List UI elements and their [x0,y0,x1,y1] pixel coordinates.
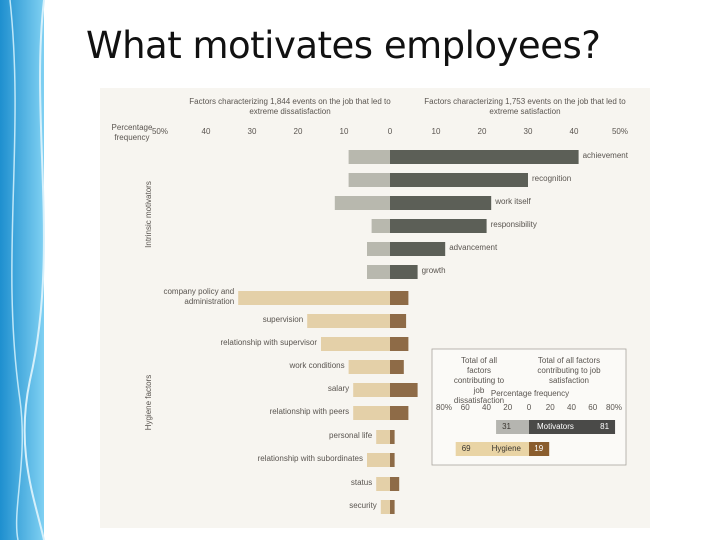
category-label: growth [422,266,446,275]
slide-title: What motivates employees? [86,24,601,67]
bar [390,383,418,397]
x-tick-label: 40 [570,127,579,136]
inset-left-header: Total of all factors contributing to job… [453,356,505,405]
bar [307,314,390,328]
category-label: relationship with peers [270,407,350,416]
bar [390,477,400,491]
inset-right-header: Total of all factors contributing to job… [537,356,601,385]
x-tick-label: 30 [248,127,257,136]
x-tick-label: 80% [606,403,622,412]
bar [529,442,550,456]
category-label: personal life [329,431,373,440]
x-tick-label: 80% [436,403,452,412]
x-tick-label: 0 [388,127,393,136]
side-wave [9,0,23,540]
axis-label: Percentage frequency [111,123,153,142]
bar [390,337,409,351]
bar [390,453,395,467]
bar [390,150,579,164]
bar [348,150,390,164]
bar [390,291,409,305]
value-label: 31 [502,422,511,431]
bar [367,453,390,467]
category-label: Hygiene [492,444,522,453]
bar [367,242,390,256]
x-tick-label: 10 [432,127,441,136]
bar [334,196,390,210]
bar [455,442,529,456]
bar [390,430,395,444]
x-tick-label: 20 [546,403,555,412]
category-label: relationship with subordinates [258,454,363,463]
bar [390,406,409,420]
bar [390,173,528,187]
x-tick-label: 40 [202,127,211,136]
x-tick-label: 60 [588,403,597,412]
bar [380,500,390,514]
category-label: advancement [449,243,498,252]
category-label: work itself [494,197,531,206]
category-label: Motivators [537,422,574,431]
x-tick-label: 20 [503,403,512,412]
value-label: 19 [534,444,543,453]
x-tick-label: 50% [612,127,628,136]
bar [390,360,404,374]
category-label: work conditions [288,361,344,370]
x-tick-label: 30 [524,127,533,136]
bar [390,196,492,210]
bar [390,314,407,328]
x-tick-label: 20 [294,127,303,136]
category-label: supervision [263,315,303,324]
bar [390,500,395,514]
category-label: company policy and administration [163,287,235,306]
x-tick-label: 40 [567,403,576,412]
group-label: Intrinsic motivators [144,181,153,248]
category-label: recognition [532,174,571,183]
right-header: Factors characterizing 1,753 events on t… [424,97,626,116]
category-label: salary [328,384,349,393]
x-tick-label: 60 [461,403,470,412]
bar [367,265,390,279]
x-tick-label: 10 [340,127,349,136]
value-label: 81 [600,422,609,431]
bar [348,360,390,374]
x-tick-label: 0 [527,403,532,412]
bar [529,420,616,434]
bar [390,242,446,256]
inset-axis-label: Percentage frequency [490,389,570,398]
x-tick-label: 50% [152,127,168,136]
category-label: responsibility [491,220,537,229]
bar [353,406,390,420]
left-header: Factors characterizing 1,844 events on t… [189,97,391,116]
bar [238,291,390,305]
bar [390,219,487,233]
bar [321,337,390,351]
bar [496,420,529,434]
category-label: status [351,478,372,487]
x-tick-label: 40 [482,403,491,412]
bar [376,430,390,444]
value-label: 69 [462,444,471,453]
group-label: Hygiene factors [144,375,153,431]
category-label: security [349,501,377,510]
bar [353,383,390,397]
category-label: achievement [583,151,629,160]
side-wave [23,0,45,540]
bar [376,477,390,491]
category-label: relationship with supervisor [221,338,318,347]
bar [371,219,390,233]
x-tick-label: 20 [478,127,487,136]
bar [390,265,418,279]
bar [348,173,390,187]
